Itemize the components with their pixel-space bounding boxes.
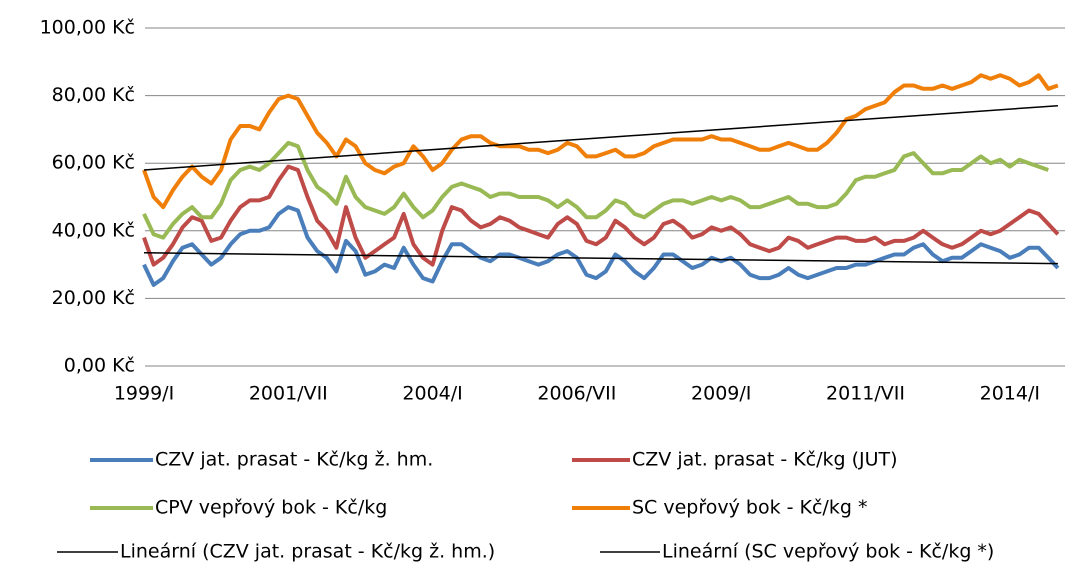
y-tick-label: 60,00 Kč <box>52 152 135 174</box>
x-tick-label: 2014/I <box>980 383 1040 405</box>
trend-line <box>143 104 1058 171</box>
x-tick-label: 2009/I <box>691 383 751 405</box>
x-tick-label: 2006/VII <box>537 383 616 405</box>
x-tick-label: 1999/I <box>114 383 174 405</box>
y-tick-label: 0,00 Kč <box>64 355 135 377</box>
x-tick-label: 2001/VII <box>249 383 328 405</box>
series-line <box>142 140 1049 240</box>
y-tick-label: 80,00 Kč <box>52 84 135 106</box>
legend-label: CZV jat. prasat - Kč/kg (JUT) <box>632 449 898 471</box>
legend-label: SC vepřový bok - Kč/kg * <box>632 497 867 519</box>
y-tick-label: 20,00 Kč <box>52 287 135 309</box>
legend-label: Lineární (SC vepřový bok - Kč/kg *) <box>662 541 994 563</box>
legend-label: CPV vepřový bok - Kč/kg <box>155 497 387 519</box>
legend-label: Lineární (CZV jat. prasat - Kč/kg ž. hm.… <box>120 541 495 563</box>
trend-line <box>143 252 1058 265</box>
series-line <box>142 205 1060 287</box>
y-tick-label: 40,00 Kč <box>52 219 135 241</box>
series-line <box>142 164 1060 267</box>
y-tick-label: 100,00 Kč <box>40 17 135 39</box>
x-tick-label: 2011/VII <box>826 383 905 405</box>
series-line <box>142 73 1059 210</box>
legend-label: CZV jat. prasat - Kč/kg ž. hm. <box>155 449 433 471</box>
x-tick-label: 2004/I <box>402 383 462 405</box>
